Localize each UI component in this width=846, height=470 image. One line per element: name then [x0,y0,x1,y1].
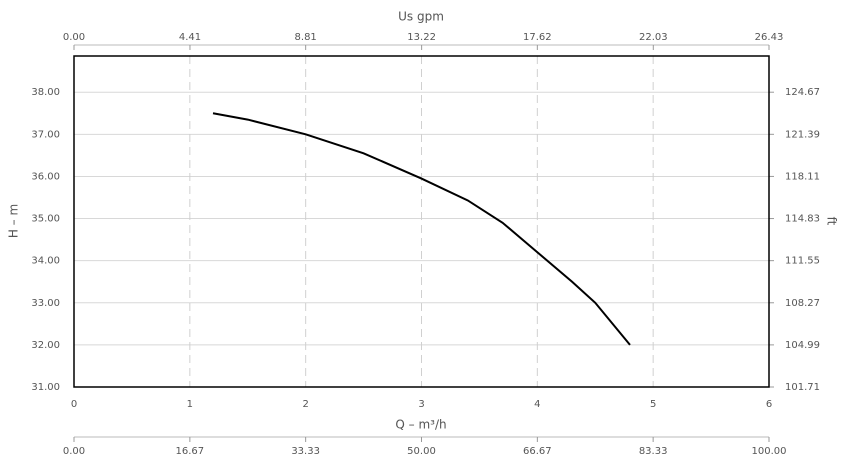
y2-tick-label: 121.39 [785,129,820,140]
x3-tick-label: 100.00 [752,446,787,457]
y-tick-label: 35.00 [31,214,60,225]
x2-tick-label: 13.22 [407,32,436,43]
x-tick-label: 4 [534,399,540,410]
y-axis-title: H – m [7,204,21,238]
curve [212,112,631,346]
x-axis-title: Q – m³/h [395,418,446,432]
y2-tick-label: 114.83 [785,214,820,225]
x-tick-label: 1 [187,399,193,410]
x2-tick-label: 22.03 [639,32,668,43]
x2-tick-label: 4.41 [179,32,201,43]
x-tick-label: 3 [418,399,424,410]
y-tick-label: 36.00 [31,171,60,182]
x2-axis-title: Us gpm [398,10,444,24]
x2-tick-label: 0.00 [63,32,85,43]
y-tick-label: 37.00 [31,129,60,140]
y2-tick-label: 104.99 [785,340,820,351]
x-tick-label: 2 [302,399,308,410]
x-tick-label: 0 [71,399,77,410]
y-tick-label: 34.00 [31,256,60,267]
x-tick-label: 5 [650,399,656,410]
y-tick-label: 33.00 [31,298,60,309]
y-tick-label: 32.00 [31,340,60,351]
x2-tick-label: 17.62 [523,32,552,43]
y-tick-label: 31.00 [31,382,60,393]
y2-tick-label: 124.67 [785,87,820,98]
x3-tick-label: 33.33 [291,446,320,457]
y-tick-label: 38.00 [31,87,60,98]
y2-tick-label: 111.55 [785,256,820,267]
x2-tick-label: 26.43 [755,32,784,43]
y2-tick-label: 108.27 [785,298,820,309]
y2-axis-title: ft [825,217,839,226]
x3-tick-label: 50.00 [407,446,436,457]
y2-tick-label: 118.11 [785,171,820,182]
x3-tick-label: 83.33 [639,446,668,457]
x3-tick-label: 66.67 [523,446,552,457]
x3-tick-label: 0.00 [63,446,85,457]
x2-tick-label: 8.81 [295,32,317,43]
x3-tick-label: 16.67 [176,446,205,457]
y2-tick-label: 101.71 [785,382,820,393]
x-tick-label: 6 [766,399,772,410]
plot-border [73,55,770,388]
